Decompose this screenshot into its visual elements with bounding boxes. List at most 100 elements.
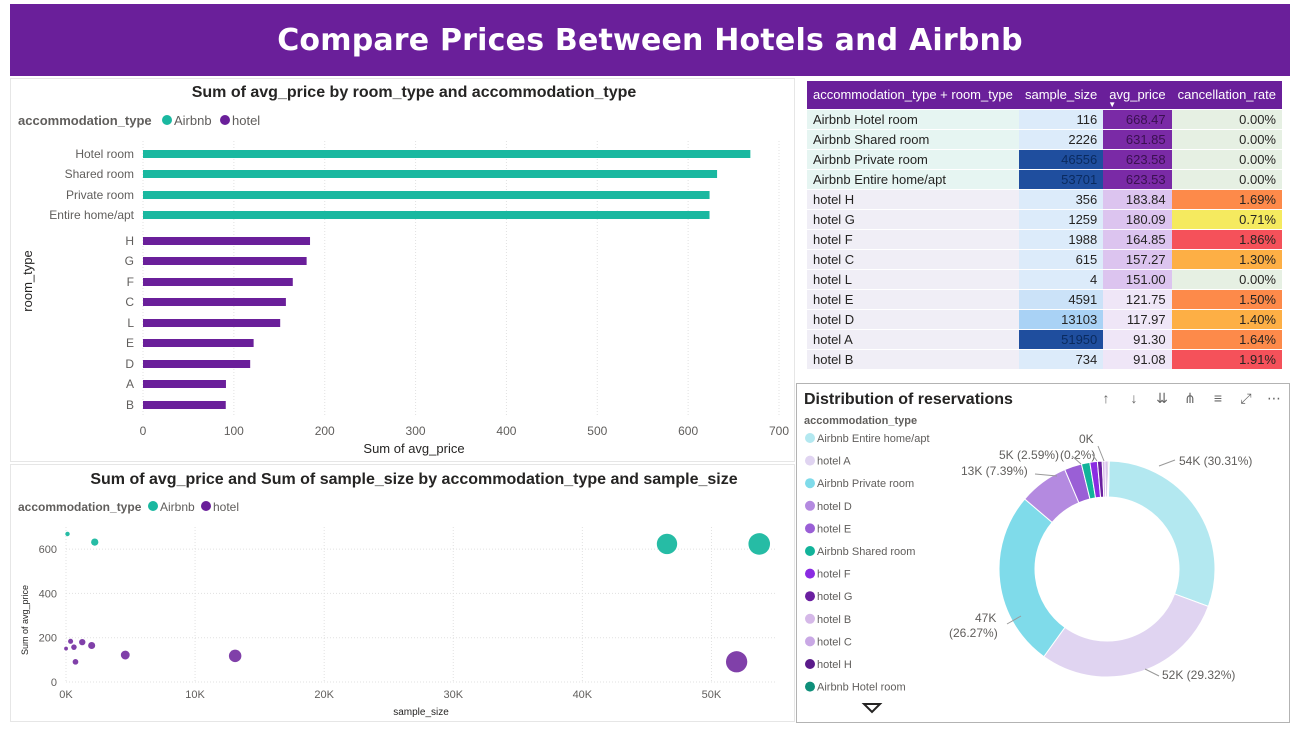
sort-descending-icon: ▼ (1108, 100, 1117, 109)
table-row[interactable]: hotel F 1988 164.85 1.86% (807, 228, 1282, 249)
donut-legend-item[interactable]: Airbnb Hotel room (817, 682, 906, 694)
donut-legend-item[interactable]: Airbnb Shared room (817, 546, 915, 558)
donut-legend-marker (805, 433, 815, 443)
donut-legend-item[interactable]: hotel E (817, 523, 851, 535)
bar-e[interactable] (143, 339, 254, 347)
column-header-avg-price[interactable]: avg_price ▼ (1103, 81, 1172, 109)
legend-scroll-down-icon[interactable] (861, 703, 883, 714)
bar-chart[interactable]: Sum of avg_price by room_type and accomm… (11, 79, 796, 463)
table-row[interactable]: hotel L 4 151.00 0.00% (807, 268, 1282, 289)
donut-legend-item[interactable]: hotel C (817, 636, 852, 648)
table-cell-avg-price: 668.47 (1103, 108, 1172, 129)
bar-c[interactable] (143, 298, 286, 306)
table-cell-name: Airbnb Hotel room (807, 108, 1019, 129)
donut-label-hotel-l: 0K (1079, 432, 1094, 446)
column-header-sample-size[interactable]: sample_size (1019, 81, 1104, 109)
scatter-point-hotel[interactable] (64, 646, 68, 651)
scatter-legend-hotel[interactable]: hotel (213, 500, 239, 514)
more-options-icon[interactable]: ⋯ (1267, 390, 1281, 406)
matrix-table-panel[interactable]: accommodation_type + room_type sample_si… (807, 81, 1282, 373)
bar-h[interactable] (143, 237, 311, 245)
scatter-chart-panel[interactable]: Sum of avg_price and Sum of sample_size … (10, 464, 795, 722)
hierarchy-icon[interactable]: ⋔ (1184, 390, 1196, 406)
bar-category-label: Private room (66, 188, 134, 202)
donut-legend-marker (805, 591, 815, 602)
donut-legend-item[interactable]: hotel A (817, 456, 851, 468)
table-row[interactable]: hotel C 615 157.27 1.30% (807, 248, 1282, 269)
table-row[interactable]: hotel G 1259 180.09 0.71% (807, 208, 1282, 229)
scatter-x-axis-label: sample_size (393, 707, 449, 718)
bar-hotel-room[interactable] (143, 150, 751, 158)
scatter-point-hotel[interactable] (79, 638, 86, 646)
table-row[interactable]: hotel B 734 91.08 1.91% (807, 348, 1282, 369)
donut-leader-line (1091, 453, 1098, 462)
bar-f[interactable] (143, 278, 293, 286)
bar-shared-room[interactable] (143, 170, 718, 178)
donut-slice-hotel-l[interactable] (1107, 460, 1110, 498)
scatter-legend-airbnb[interactable]: Airbnb (160, 500, 195, 514)
bar-legend-airbnb[interactable]: Airbnb (174, 113, 212, 128)
bar-l[interactable] (143, 319, 281, 327)
table-row[interactable]: Airbnb Entire home/apt 53701 623.53 0.00% (807, 168, 1282, 189)
bar-entire-home-apt[interactable] (143, 211, 710, 219)
donut-legend-item[interactable]: hotel B (817, 614, 851, 626)
donut-label-private-room-pct: (26.27%) (949, 626, 998, 640)
table-cell-sample-size: 1988 (1019, 228, 1104, 249)
scatter-point-hotel[interactable] (68, 638, 74, 644)
drill-up-icon[interactable]: ↑ (1102, 390, 1110, 406)
matrix-table[interactable]: accommodation_type + room_type sample_si… (807, 81, 1282, 369)
scatter-point-hotel[interactable] (72, 658, 79, 665)
scatter-point-hotel[interactable] (228, 649, 242, 663)
focus-mode-icon[interactable]: ⤢ (1240, 390, 1252, 406)
bar-private-room[interactable] (143, 191, 710, 199)
bar-chart-panel[interactable]: Sum of avg_price by room_type and accomm… (10, 78, 795, 462)
expand-all-down-icon[interactable]: ⇊ (1156, 390, 1168, 406)
donut-legend-item[interactable]: Airbnb Entire home/apt (817, 433, 930, 445)
scatter-chart[interactable]: Sum of avg_price and Sum of sample_size … (11, 465, 796, 723)
bar-x-tick-label: 500 (587, 424, 607, 438)
scatter-point-hotel[interactable] (71, 644, 77, 650)
scatter-y-axis-label: Sum of avg_price (20, 585, 30, 655)
donut-legend-marker (805, 681, 815, 692)
donut-chart[interactable]: Distribution of reservations accommodati… (797, 384, 1289, 722)
table-row[interactable]: hotel H 356 183.84 1.69% (807, 188, 1282, 209)
scatter-point-hotel[interactable] (120, 650, 130, 660)
donut-legend-item[interactable]: hotel F (817, 569, 851, 581)
bar-g[interactable] (143, 257, 307, 265)
table-row[interactable]: hotel A 51950 91.30 1.64% (807, 328, 1282, 349)
donut-slice-airbnb-private-room[interactable] (998, 498, 1066, 658)
scatter-point-hotel[interactable] (725, 651, 748, 673)
donut-slice-airbnb-entire-home-apt[interactable] (1107, 460, 1216, 608)
bar-a[interactable] (143, 380, 226, 388)
scatter-point-airbnb[interactable] (65, 531, 70, 537)
scatter-point-hotel[interactable] (88, 641, 96, 650)
table-cell-avg-price: 151.00 (1103, 268, 1172, 289)
table-row[interactable]: Airbnb Hotel room 116 668.47 0.00% (807, 108, 1282, 129)
table-row[interactable]: hotel D 13103 117.97 1.40% (807, 308, 1282, 329)
scatter-point-airbnb[interactable] (656, 533, 678, 555)
scatter-point-airbnb[interactable] (91, 538, 99, 546)
table-row[interactable]: hotel E 4591 121.75 1.50% (807, 288, 1282, 309)
column-header-accommodation-room[interactable]: accommodation_type + room_type (807, 81, 1019, 109)
bar-legend-hotel[interactable]: hotel (232, 113, 260, 128)
donut-label-hotel-d: 13K (7.39%) (961, 464, 1028, 478)
table-cell-name: Airbnb Shared room (807, 128, 1019, 149)
table-row[interactable]: Airbnb Private room 46556 623.58 0.00% (807, 148, 1282, 169)
filter-icon[interactable]: ≡ (1213, 390, 1223, 406)
donut-legend-item[interactable]: hotel H (817, 659, 852, 671)
donut-legend-item[interactable]: Airbnb Private room (817, 478, 914, 490)
donut-legend-item[interactable]: hotel G (817, 591, 852, 603)
bar-y-axis-label: room_type (20, 250, 35, 311)
donut-legend-item[interactable]: hotel D (817, 501, 852, 513)
bar-x-tick-label: 400 (496, 424, 516, 438)
scatter-point-airbnb[interactable] (748, 533, 771, 555)
donut-chart-panel[interactable]: ↑ ↓ ⇊ ⋔ ≡ ⤢ ⋯ Distribution of reservatio… (796, 383, 1290, 723)
drill-down-icon[interactable]: ↓ (1130, 390, 1138, 406)
bar-d[interactable] (143, 360, 251, 368)
bar-b[interactable] (143, 401, 226, 409)
scatter-y-tick-label: 200 (39, 633, 57, 645)
table-row[interactable]: Airbnb Shared room 2226 631.85 0.00% (807, 128, 1282, 149)
column-header-cancellation-rate[interactable]: cancellation_rate (1171, 81, 1282, 109)
bar-legend-title: accommodation_type (18, 113, 152, 128)
donut-slice-hotel-a[interactable] (1043, 593, 1209, 678)
